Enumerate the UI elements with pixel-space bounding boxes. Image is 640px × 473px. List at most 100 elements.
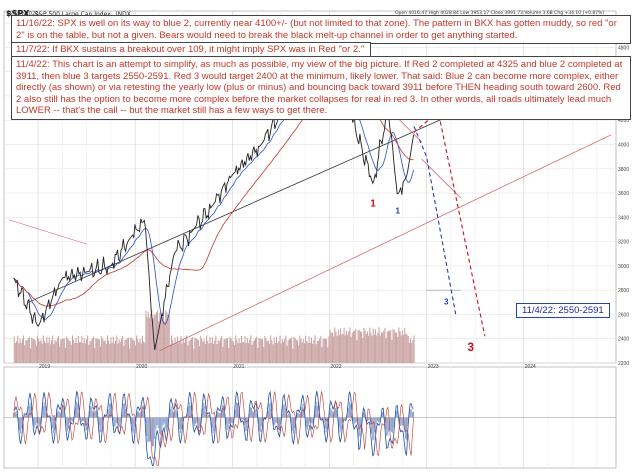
wave-label-blue-1: 1 bbox=[395, 207, 400, 216]
volume-bar bbox=[160, 312, 162, 363]
chart-header: $SPX S&P 500 Large Cap Index INDX bbox=[6, 1, 131, 20]
wave-label-red-1: 1 bbox=[370, 198, 376, 209]
volume-bar bbox=[382, 333, 384, 363]
volume-bar bbox=[87, 335, 89, 363]
volume-bar bbox=[70, 344, 72, 363]
volume-bar bbox=[266, 341, 268, 363]
volume-bar bbox=[76, 343, 78, 363]
volume-bar bbox=[348, 331, 350, 363]
volume-bar bbox=[385, 338, 387, 363]
volume-bar bbox=[77, 335, 79, 363]
volume-bar bbox=[401, 330, 403, 363]
volume-bar bbox=[23, 335, 25, 363]
volume-bar bbox=[197, 339, 199, 363]
volume-bar bbox=[230, 338, 232, 363]
volume-bar bbox=[322, 338, 324, 363]
volume-bar bbox=[223, 339, 225, 363]
volume-bar bbox=[126, 338, 128, 363]
volume-bar bbox=[213, 344, 215, 363]
volume-bar bbox=[83, 338, 85, 363]
chart-date: 15-Nov-2022 bbox=[6, 11, 39, 17]
volume-bar bbox=[256, 336, 258, 363]
volume-bar bbox=[48, 337, 50, 363]
volume-bar bbox=[208, 343, 210, 363]
volume-bar bbox=[280, 343, 282, 363]
volume-bar bbox=[41, 343, 43, 363]
volume-bar bbox=[181, 343, 183, 363]
note-11-16-22: 11/16/22: SPX is well on its way to blue… bbox=[11, 15, 631, 45]
volume-bar bbox=[387, 330, 389, 363]
volume-bar bbox=[378, 327, 380, 363]
volume-bar bbox=[278, 341, 280, 363]
volume-bar bbox=[73, 339, 75, 363]
volume-bar bbox=[174, 337, 176, 363]
volume-bar bbox=[236, 339, 238, 363]
volume-bar bbox=[217, 340, 219, 363]
volume-bar bbox=[151, 309, 153, 363]
volume-bar bbox=[161, 312, 163, 363]
blue-wave-projection bbox=[413, 126, 457, 315]
volume-bar bbox=[260, 339, 262, 363]
volume-bar bbox=[380, 332, 382, 363]
wave-label-blue-3: 3 bbox=[444, 298, 449, 307]
volume-bar bbox=[355, 328, 357, 363]
volume-bar bbox=[289, 338, 291, 363]
volume-bar bbox=[104, 340, 106, 363]
volume-bar bbox=[206, 335, 208, 363]
volume-bar bbox=[310, 337, 312, 363]
volume-bar bbox=[288, 339, 290, 363]
volume-bar bbox=[362, 337, 364, 363]
volume-bar bbox=[295, 339, 297, 363]
volume-bar bbox=[284, 338, 286, 363]
volume-bar bbox=[30, 348, 32, 363]
volume-bar bbox=[139, 338, 141, 363]
y-tick-label: 3200 bbox=[618, 240, 629, 246]
volume-bar bbox=[140, 343, 142, 363]
volume-bar bbox=[276, 336, 277, 363]
volume-bar bbox=[356, 340, 358, 363]
volume-bar bbox=[218, 341, 220, 363]
x-tick-label: 2021 bbox=[233, 364, 244, 370]
volume-bar bbox=[155, 312, 157, 363]
volume-bar bbox=[24, 345, 26, 363]
volume-bar bbox=[394, 332, 396, 363]
volume-bar bbox=[352, 331, 354, 363]
volume-bar bbox=[72, 335, 73, 363]
volume-bar bbox=[25, 340, 27, 363]
volume-bar bbox=[35, 345, 37, 363]
volume-bar bbox=[167, 314, 169, 363]
volume-bar bbox=[412, 339, 414, 363]
volume-bar bbox=[234, 345, 236, 363]
volume-bar bbox=[176, 336, 178, 363]
lower-trendline bbox=[159, 134, 612, 352]
volume-bar bbox=[134, 345, 136, 363]
volume-bar bbox=[166, 312, 168, 363]
volume-bar bbox=[90, 340, 92, 363]
volume-bar bbox=[80, 341, 82, 363]
volume-bar bbox=[342, 333, 344, 363]
macd-signal-line bbox=[13, 391, 414, 466]
volume-bar bbox=[302, 338, 304, 363]
volume-bar bbox=[299, 335, 301, 363]
volume-bar bbox=[371, 335, 373, 363]
volume-bar bbox=[225, 338, 227, 363]
volume-bar bbox=[277, 343, 279, 363]
volume-bar bbox=[69, 341, 71, 363]
volume-bar bbox=[195, 338, 197, 363]
volume-bar bbox=[97, 338, 99, 363]
volume-bar bbox=[298, 345, 300, 363]
volume-bar bbox=[399, 331, 401, 363]
volume-bar bbox=[67, 338, 69, 363]
volume-bar bbox=[91, 338, 93, 363]
volume-bar bbox=[146, 316, 148, 363]
volume-bar bbox=[244, 336, 246, 363]
volume-bar bbox=[272, 344, 274, 363]
volume-bar bbox=[99, 346, 101, 363]
y-tick-label: 4800 bbox=[618, 45, 629, 51]
volume-bar bbox=[111, 342, 113, 363]
volume-bar bbox=[14, 343, 16, 363]
volume-bar bbox=[333, 336, 335, 363]
volume-bar bbox=[63, 338, 65, 363]
volume-bar bbox=[316, 340, 318, 363]
volume-bar bbox=[147, 311, 149, 363]
